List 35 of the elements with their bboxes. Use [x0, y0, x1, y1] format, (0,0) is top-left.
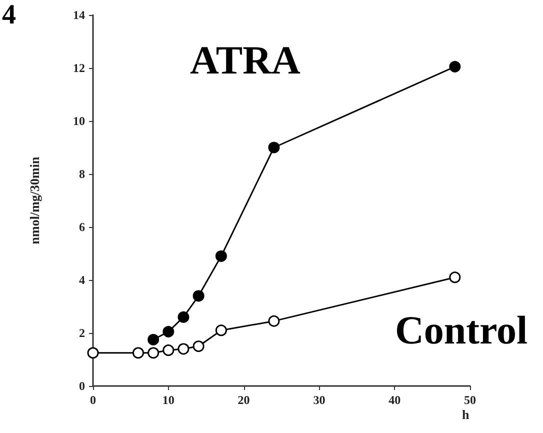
point [268, 315, 280, 327]
point [162, 344, 174, 356]
point [449, 60, 461, 72]
x-tick-label: 50 [464, 393, 476, 407]
y-axis-title: nmol/mg/30min [27, 156, 42, 244]
x-tick-label: 0 [90, 393, 96, 407]
y-tick-label: 8 [79, 167, 85, 181]
point [162, 326, 174, 338]
point [148, 334, 160, 346]
point [132, 347, 144, 359]
y-tick-label: 10 [73, 114, 85, 128]
x-tick-label: 20 [238, 393, 250, 407]
x-tick-label: 10 [162, 393, 174, 407]
y-tick-label: 14 [73, 8, 85, 22]
x-tick-label: 30 [313, 393, 326, 407]
y-tick-label: 12 [73, 61, 85, 75]
x-axis-title: h [462, 407, 470, 422]
point [178, 311, 190, 323]
y-tick-label: 6 [79, 220, 85, 234]
series-label: ATRA [190, 38, 300, 82]
point [215, 324, 227, 336]
x-tick-label: 40 [388, 393, 401, 407]
y-tick-label: 4 [79, 273, 85, 287]
point [215, 250, 227, 262]
point [178, 343, 190, 355]
point [87, 347, 99, 359]
point [192, 290, 204, 302]
point [192, 340, 204, 352]
point [148, 347, 160, 359]
point [268, 142, 280, 154]
text: 4 [2, 0, 16, 30]
point [449, 272, 461, 284]
y-tick-label: 0 [79, 379, 85, 393]
y-tick-label: 2 [79, 326, 85, 340]
series-label: Control [395, 308, 528, 352]
